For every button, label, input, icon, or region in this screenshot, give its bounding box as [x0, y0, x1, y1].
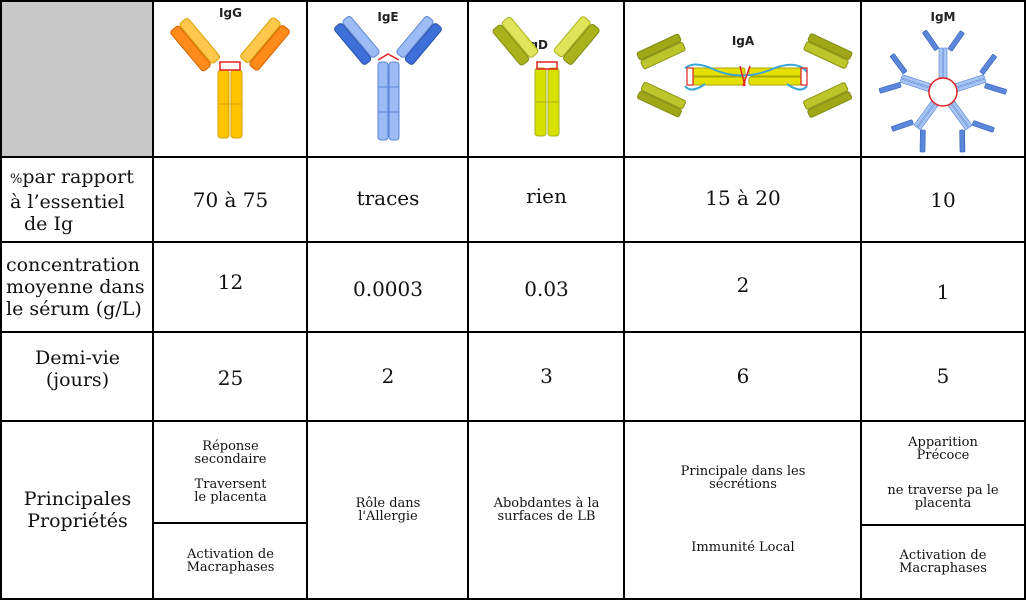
- halflife-igg: 25: [217, 366, 244, 390]
- igm-early-line2: Précoce: [916, 447, 970, 463]
- percent-igm: 10: [930, 188, 956, 212]
- igm-monomer: [891, 100, 939, 153]
- igm-monomer: [947, 100, 995, 153]
- halflife-label-line1: Demi-vie: [34, 347, 121, 369]
- header-ige-title: IgE: [377, 10, 399, 24]
- iga-secretion-line1: Principale dans les: [680, 464, 806, 479]
- ige-role-line2: l'Allergie: [358, 508, 418, 524]
- percent-symbol: %: [10, 171, 23, 187]
- header-iga-title: IgA: [731, 34, 755, 48]
- halflife-iga: 6: [736, 364, 750, 388]
- grid-line: [860, 0, 862, 600]
- ige-antibody-icon: [334, 16, 442, 141]
- header-ige: IgE: [308, 2, 468, 156]
- igm-monomer: [922, 30, 965, 79]
- percent-igd: rien: [526, 184, 567, 208]
- iga-secretion-line2: sécrétions: [709, 477, 777, 492]
- grid-line: [467, 0, 469, 600]
- properties-ige: Rôle dans l'Allergie: [308, 421, 468, 598]
- igg-response-line1: Réponse: [202, 439, 259, 454]
- grid-line: [306, 0, 308, 600]
- grid-line: [0, 331, 1026, 333]
- concentration-igg: 12: [217, 270, 244, 294]
- concentration-igm: 1: [936, 280, 950, 304]
- row-halflife-header: Demi-vie (jours): [2, 332, 153, 420]
- igm-activation-line1: Activation de: [899, 547, 987, 563]
- iga-immunity: Immunité Local: [691, 540, 795, 555]
- igg-placenta-line2: le placenta: [194, 490, 267, 505]
- header-igg: IgG: [154, 2, 307, 156]
- properties-label-line2: Propriétés: [27, 509, 128, 532]
- igg-placenta-line1: Traversent: [194, 477, 267, 492]
- row-properties-header: Principales Propriétés: [2, 421, 153, 598]
- grid-line: [152, 0, 154, 600]
- header-iga: IgA: [625, 2, 861, 156]
- halflife-igm: 5: [936, 364, 950, 388]
- grid-line: [623, 0, 625, 600]
- grid-line: [153, 522, 308, 524]
- percent-label-line3: de Ig: [24, 212, 74, 235]
- grid-line: [0, 0, 1026, 2]
- igm-activation-line2: Macraphases: [899, 560, 987, 576]
- header-igm: IgM: [862, 2, 1024, 156]
- igg-activation-line2: Macraphases: [186, 560, 275, 575]
- igd-abundance-line1: Abobdantes à la: [493, 495, 600, 511]
- properties-igd: Abobdantes à la surfaces de LB: [469, 421, 624, 598]
- properties-iga: Principale dans les sécrétions Immunité …: [625, 421, 861, 598]
- corner-cell: [2, 2, 153, 156]
- concentration-label-line3: le sérum (g/L): [6, 298, 142, 320]
- properties-igg-bottom: Activation de Macraphases: [154, 524, 307, 598]
- igd-abundance-line2: surfaces de LB: [497, 508, 596, 524]
- grid-line: [0, 420, 1026, 422]
- grid-line: [0, 598, 1026, 600]
- igm-pentamer-icon: [878, 30, 1007, 153]
- igm-placenta-line2: placenta: [914, 495, 972, 511]
- properties-label-line1: Principales: [23, 487, 132, 510]
- percent-ige: traces: [356, 186, 420, 210]
- concentration-label-line1: concentration: [6, 254, 140, 276]
- properties-igg-top: Réponse secondaire Traversent le placent…: [154, 421, 307, 523]
- percent-iga: 15 à 20: [705, 186, 781, 210]
- igm-monomer: [954, 54, 1007, 95]
- igg-response-line2: secondaire: [194, 452, 267, 467]
- concentration-label-line2: moyenne dans: [6, 276, 145, 298]
- row-percent-header: %par rapport à l’essentiel de Ig: [2, 158, 153, 242]
- igm-placenta-line1: ne traverse pa le: [887, 482, 999, 498]
- igm-monomer: [878, 53, 932, 94]
- percent-igg: 70 à 75: [192, 188, 269, 212]
- igg-activation-line1: Activation de: [187, 547, 274, 562]
- ige-role-line1: Rôle dans: [355, 495, 421, 511]
- concentration-iga: 2: [736, 273, 750, 297]
- grid-line: [0, 156, 1026, 158]
- halflife-igd: 3: [540, 364, 553, 388]
- header-igm-title: IgM: [930, 10, 956, 24]
- concentration-igd: 0.03: [524, 277, 569, 301]
- header-igd: IgD: [469, 2, 624, 156]
- row-concentration-header: concentration moyenne dans le sérum (g/L…: [2, 243, 153, 331]
- igg-antibody-icon: [170, 17, 290, 139]
- percent-label-line1: par rapport: [22, 165, 134, 188]
- percent-label-line2: à l’essentiel: [10, 190, 125, 213]
- properties-igm-bottom: Activation de Macraphases: [862, 525, 1024, 598]
- concentration-ige: 0.0003: [353, 277, 423, 301]
- grid-line: [1024, 0, 1026, 600]
- igm-early-line1: Apparition: [908, 434, 978, 450]
- header-igg-title: IgG: [219, 6, 242, 20]
- iga-dimer-icon: [636, 33, 853, 118]
- properties-igm-top: Apparition Précoce ne traverse pa le pla…: [862, 421, 1024, 524]
- grid-line: [861, 524, 1026, 526]
- halflife-label-line2: (jours): [45, 369, 110, 391]
- halflife-ige: 2: [381, 364, 395, 388]
- igd-antibody-icon: [492, 16, 600, 137]
- grid-line: [0, 241, 1026, 243]
- grid-line: [0, 0, 2, 600]
